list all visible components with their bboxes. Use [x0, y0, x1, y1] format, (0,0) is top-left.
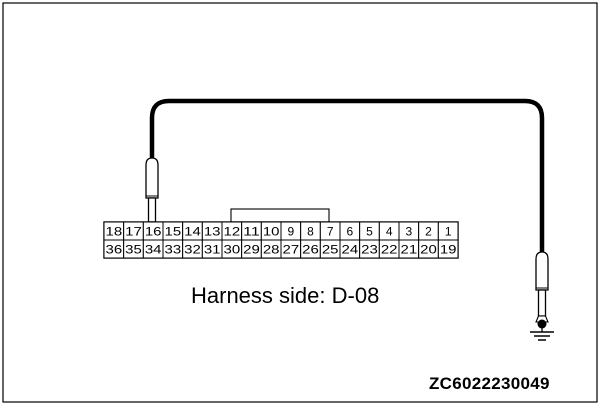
harness-caption: Harness side: D-08 — [191, 283, 380, 308]
pin-label-16: 16 — [145, 225, 162, 239]
pin-label-11: 11 — [243, 225, 260, 239]
pin-label-22: 22 — [381, 243, 398, 257]
connector-bottom-row: 36 35 34 33 32 31 30 29 28 27 26 25 24 23 22 21 20 19 — [103, 239, 459, 259]
pin-label-19: 19 — [440, 243, 457, 257]
pin-label-32: 32 — [184, 243, 201, 257]
pin-label-26: 26 — [302, 243, 319, 257]
pin-label-15: 15 — [165, 225, 182, 239]
pin-label-33: 33 — [165, 243, 182, 257]
test-probe-icon — [145, 157, 159, 223]
ground-probe-icon — [535, 251, 549, 329]
pin-label-13: 13 — [204, 225, 221, 239]
pin-label-36: 36 — [106, 243, 123, 257]
test-wire — [149, 98, 545, 255]
connector-d-08: 18 17 16 15 14 13 12 11 10 9 8 7 6 5 4 3 2 1 36 35 34 33 32 31… — [103, 221, 459, 259]
connector-top-row: 18 17 16 15 14 13 12 11 10 9 8 7 6 5 4 3 2 1 — [103, 221, 459, 241]
pin-label-28: 28 — [263, 243, 280, 257]
ground-symbol-icon — [530, 328, 554, 341]
pin-label-30: 30 — [224, 243, 241, 257]
pin-label-12: 12 — [224, 225, 241, 239]
pin-label-7: 7 — [327, 225, 334, 239]
pin-label-10: 10 — [263, 225, 280, 239]
pin-label-14: 14 — [184, 225, 201, 239]
pin-label-20: 20 — [420, 243, 437, 257]
pin-label-3: 3 — [405, 225, 412, 239]
pin-label-21: 21 — [401, 243, 418, 257]
pin-label-27: 27 — [283, 243, 300, 257]
pin-label-34: 34 — [145, 243, 162, 257]
pin-label-35: 35 — [125, 243, 142, 257]
pin-label-25: 25 — [322, 243, 339, 257]
connector-lock-tab — [230, 208, 330, 223]
pin-label-9: 9 — [287, 225, 294, 239]
pin-label-2: 2 — [425, 225, 432, 239]
pin-label-17: 17 — [125, 225, 142, 239]
pin-label-24: 24 — [342, 243, 359, 257]
pin-label-23: 23 — [361, 243, 378, 257]
pin-label-29: 29 — [243, 243, 260, 257]
pin-label-5: 5 — [366, 225, 373, 239]
pin-label-1: 1 — [445, 225, 452, 239]
pin-label-31: 31 — [204, 243, 221, 257]
pin-label-4: 4 — [386, 225, 393, 239]
pin-label-6: 6 — [346, 225, 353, 239]
pin-cell-19 — [437, 239, 459, 259]
pin-label-8: 8 — [307, 225, 314, 239]
figure-code: ZC6022230049 — [429, 374, 550, 393]
pin-label-18: 18 — [106, 225, 123, 239]
